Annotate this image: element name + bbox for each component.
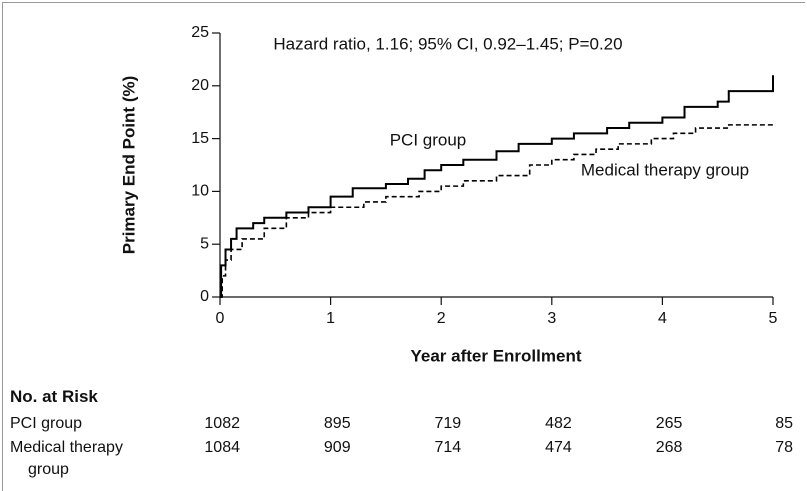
y-tick-label: 25 — [191, 24, 209, 41]
risk-value: 895 — [323, 415, 351, 432]
km-curve — [220, 75, 774, 298]
risk-row-name: Medical therapy group — [10, 439, 123, 478]
y-tick-label: 15 — [191, 130, 209, 147]
risk-row-name: PCI group — [10, 415, 83, 432]
y-tick-label: 0 — [200, 288, 209, 305]
annotation: PCI group — [390, 130, 467, 149]
risk-value: 482 — [545, 415, 572, 432]
y-axis-label: Primary End Point (%) — [119, 76, 138, 255]
risk-title: No. at Risk — [10, 387, 98, 406]
risk-value: 714 — [434, 439, 462, 456]
y-tick-label: 5 — [200, 235, 209, 252]
x-tick-label: 0 — [216, 310, 225, 327]
risk-value: 265 — [655, 415, 683, 432]
risk-value: 85 — [775, 415, 793, 432]
x-tick-label: 4 — [658, 310, 667, 327]
risk-value: 78 — [775, 439, 793, 456]
y-tick-label: 10 — [191, 183, 209, 200]
x-axis-label: Year after Enrollment — [410, 346, 581, 365]
x-tick-label: 5 — [769, 310, 778, 327]
annotation: Medical therapy group — [581, 160, 749, 179]
risk-value: 268 — [655, 439, 683, 456]
x-tick-label: 2 — [437, 310, 446, 327]
annotation: Hazard ratio, 1.16; 95% CI, 0.92–1.45; P… — [273, 34, 622, 53]
risk-value: 1084 — [204, 439, 240, 456]
km-curve — [220, 124, 773, 298]
x-tick-label: 3 — [547, 310, 556, 327]
chart: Hazard ratio, 1.16; 95% CI, 0.92–1.45; P… — [119, 24, 778, 365]
y-tick-label: 20 — [191, 77, 209, 94]
risk-value: 719 — [434, 415, 462, 432]
risk-value: 1082 — [204, 415, 240, 432]
risk-value: 909 — [323, 439, 351, 456]
x-tick-label: 1 — [326, 310, 335, 327]
risk-value: 474 — [545, 439, 572, 456]
